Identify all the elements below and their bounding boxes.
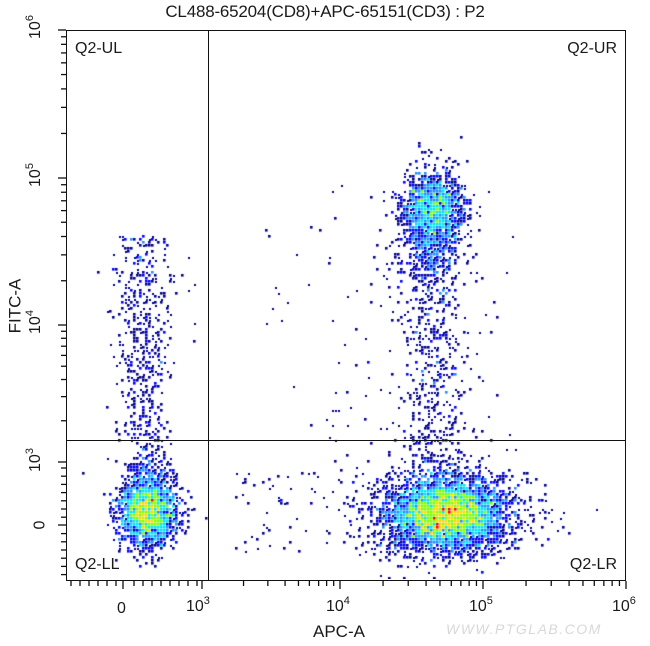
x-tick-label-1e3: 103 xyxy=(186,595,210,615)
plot-area[interactable]: Q2-UL Q2-UR Q2-LL Q2-LR xyxy=(66,30,626,581)
dot-plot-canvas xyxy=(67,31,624,579)
watermark: WWW.PTGLAB.COM xyxy=(446,621,602,637)
y-axis-title: FITC-A xyxy=(5,278,25,334)
quadrant-gate-horizontal-line[interactable] xyxy=(67,439,625,441)
quadrant-label-ll: Q2-LL xyxy=(75,556,120,573)
y-tick-label-1e5: 105 xyxy=(23,163,44,187)
quadrant-gate-vertical-line[interactable] xyxy=(207,31,209,580)
x-axis-title: APC-A xyxy=(313,622,365,641)
y-tick-label-0: 0 xyxy=(31,520,49,530)
quadrant-label-ur: Q2-UR xyxy=(567,40,617,57)
quadrant-label-ul: Q2-UL xyxy=(75,40,123,57)
x-tick-label-1e6: 106 xyxy=(612,595,636,615)
y-tick-label-1e3: 103 xyxy=(23,448,44,472)
x-tick-label-0: 0 xyxy=(117,600,126,617)
quadrant-label-lr: Q2-LR xyxy=(569,556,617,573)
x-tick-label-1e5: 105 xyxy=(469,595,493,615)
x-tick-label-1e4: 104 xyxy=(326,595,350,615)
y-tick-label-1e6: 106 xyxy=(23,15,44,39)
chart-title: CL488-65204(CD8)+APC-65151(CD3) : P2 xyxy=(165,2,485,21)
y-tick-label-1e4: 104 xyxy=(23,310,44,334)
